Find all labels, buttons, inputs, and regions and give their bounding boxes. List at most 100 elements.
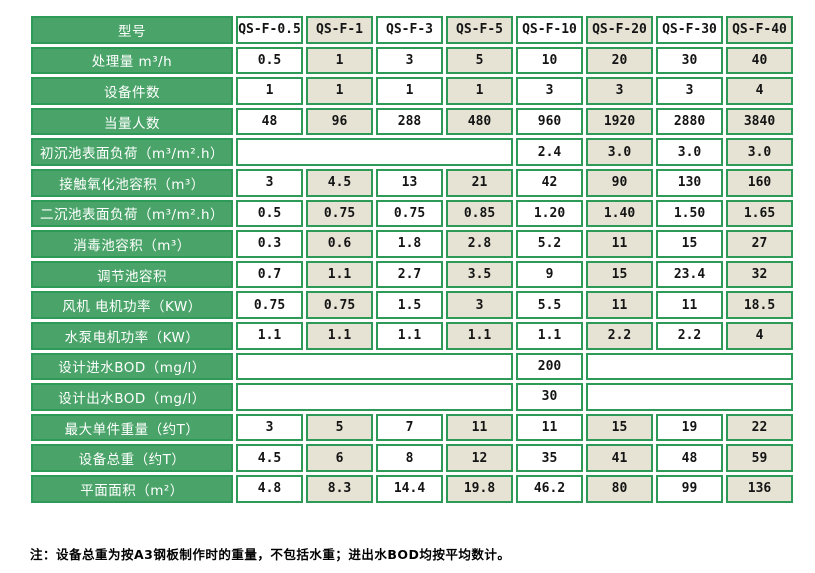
value-cell: 48: [656, 444, 723, 472]
value-cell: 12: [446, 444, 513, 472]
value-cell: 3.0: [726, 138, 793, 166]
value-cell: 1.40: [586, 199, 653, 228]
value-cell: 6: [306, 444, 373, 472]
model-header-cell: QS-F-5: [446, 16, 513, 44]
row-label: 最大单件重量（约T）: [31, 413, 233, 442]
value-cell: 46.2: [516, 474, 583, 503]
value-cell: 4: [726, 321, 793, 350]
value-cell: 41: [586, 444, 653, 472]
value-cell: 0.6: [306, 230, 373, 258]
value-cell: 288: [376, 107, 443, 136]
value-cell: 11: [586, 230, 653, 258]
value-cell: 80: [586, 474, 653, 503]
row-label: 当量人数: [31, 107, 233, 136]
value-cell: 3: [236, 413, 303, 442]
value-cell: 3: [516, 77, 583, 105]
value-cell: 2.2: [656, 321, 723, 350]
value-cell: 1.1: [236, 321, 303, 350]
value-cell: [586, 352, 793, 381]
value-cell: 14.4: [376, 474, 443, 503]
table-row: 设计进水BOD（mg/l） 200: [31, 352, 793, 381]
value-cell: 1.1: [376, 321, 443, 350]
value-cell: 0.75: [376, 199, 443, 228]
value-cell: 9: [516, 260, 583, 289]
table-row: 风机 电机功率（KW） 0.75 0.75 1.5 3 5.5 11 11 18.5: [31, 291, 793, 319]
value-cell: 48: [236, 107, 303, 136]
spec-table: 型号 QS-F-0.5 QS-F-1 QS-F-3 QS-F-5 QS-F-10 QS-F-…: [28, 13, 796, 506]
value-cell: [236, 383, 513, 411]
value-cell: 8: [376, 444, 443, 472]
value-cell: 7: [376, 413, 443, 442]
value-cell: 1.1: [306, 321, 373, 350]
value-cell: 35: [516, 444, 583, 472]
value-cell: 18.5: [726, 291, 793, 319]
value-cell: 30: [656, 46, 723, 75]
value-cell: 2.4: [516, 138, 583, 166]
value-cell: [236, 138, 513, 166]
value-cell: 5: [446, 46, 513, 75]
table-head: 型号 QS-F-0.5 QS-F-1 QS-F-3 QS-F-5 QS-F-10 QS-F-…: [31, 16, 793, 44]
value-cell: 0.75: [236, 291, 303, 319]
value-cell: 5: [306, 413, 373, 442]
value-cell: 3: [236, 168, 303, 197]
value-cell: [586, 383, 793, 411]
table-row: 调节池容积 0.7 1.1 2.7 3.5 9 15 23.4 32: [31, 260, 793, 289]
value-cell: 1.20: [516, 199, 583, 228]
value-cell: 27: [726, 230, 793, 258]
row-label: 水泵电机功率（KW）: [31, 321, 233, 350]
table-row: 处理量 m³/h 0.5 1 3 5 10 20 30 40: [31, 46, 793, 75]
value-cell: 40: [726, 46, 793, 75]
value-cell: 8.3: [306, 474, 373, 503]
model-header-cell: QS-F-1: [306, 16, 373, 44]
value-cell: 11: [586, 291, 653, 319]
value-cell: 0.75: [306, 199, 373, 228]
model-header-cell: QS-F-20: [586, 16, 653, 44]
table-row: 初沉池表面负荷（m³/m².h） 2.4 3.0 3.0 3.0: [31, 138, 793, 166]
row-label: 风机 电机功率（KW）: [31, 291, 233, 319]
value-cell: 3: [586, 77, 653, 105]
table-row: 二沉池表面负荷（m³/m².h） 0.5 0.75 0.75 0.85 1.20 1.40 1…: [31, 199, 793, 228]
row-label: 二沉池表面负荷（m³/m².h）: [31, 199, 233, 228]
value-cell: 136: [726, 474, 793, 503]
value-cell: 10: [516, 46, 583, 75]
value-cell: 0.7: [236, 260, 303, 289]
value-cell: 200: [516, 352, 583, 381]
value-cell: 3.0: [656, 138, 723, 166]
row-label: 消毒池容积（m³）: [31, 230, 233, 258]
value-cell: 11: [656, 291, 723, 319]
model-header-cell: QS-F-0.5: [236, 16, 303, 44]
value-cell: 2.8: [446, 230, 513, 258]
value-cell: 42: [516, 168, 583, 197]
value-cell: 11: [516, 413, 583, 442]
row-label: 初沉池表面负荷（m³/m².h）: [31, 138, 233, 166]
value-cell: 30: [516, 383, 583, 411]
value-cell: 4.5: [306, 168, 373, 197]
value-cell: 99: [656, 474, 723, 503]
value-cell: 1.5: [376, 291, 443, 319]
value-cell: 1: [306, 77, 373, 105]
value-cell: 19: [656, 413, 723, 442]
table-body: 处理量 m³/h 0.5 1 3 5 10 20 30 40 设备件数 1 1 1 1 3 3 3 4 当量人数 48…: [31, 46, 793, 503]
table-row: 接触氧化池容积（m³） 3 4.5 13 21 42 90 130 160: [31, 168, 793, 197]
value-cell: 4: [726, 77, 793, 105]
row-label: 设计进水BOD（mg/l）: [31, 352, 233, 381]
row-label: 设备件数: [31, 77, 233, 105]
value-cell: 3: [656, 77, 723, 105]
value-cell: 480: [446, 107, 513, 136]
model-header-cell: QS-F-10: [516, 16, 583, 44]
value-cell: 1: [376, 77, 443, 105]
value-cell: 1.1: [516, 321, 583, 350]
value-cell: 96: [306, 107, 373, 136]
value-cell: 0.75: [306, 291, 373, 319]
value-cell: 11: [446, 413, 513, 442]
value-cell: 3.5: [446, 260, 513, 289]
footnote: 注：设备总重为按A3钢板制作时的重量，不包括水重；进出水BOD均按平均数计。: [30, 547, 511, 562]
value-cell: 0.3: [236, 230, 303, 258]
value-cell: 1.50: [656, 199, 723, 228]
value-cell: 1: [236, 77, 303, 105]
row-label: 调节池容积: [31, 260, 233, 289]
model-header-cell: QS-F-40: [726, 16, 793, 44]
value-cell: 15: [586, 260, 653, 289]
value-cell: 4.8: [236, 474, 303, 503]
